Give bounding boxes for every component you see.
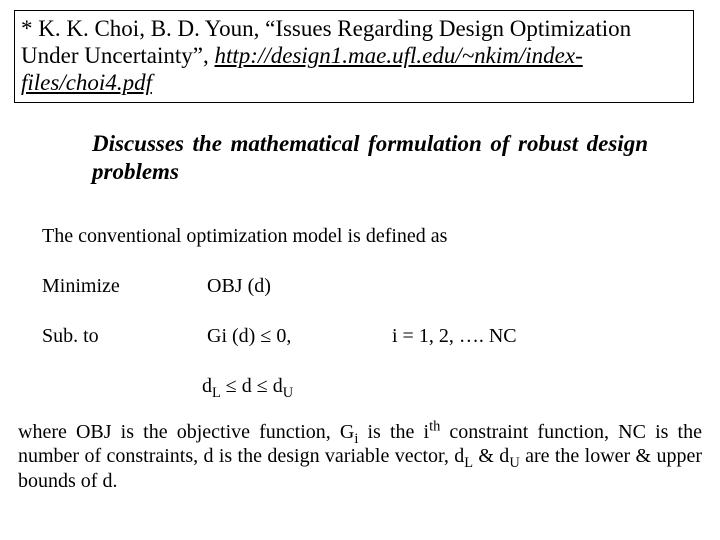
- dL-var: d: [202, 375, 212, 397]
- row-minimize: Minimize OBJ (d): [42, 275, 387, 298]
- exp-p4: & d: [473, 445, 509, 467]
- exp-p2: is the i: [358, 421, 429, 443]
- subto-expr: Gi (d) ≤ 0,: [207, 325, 387, 348]
- dU-var: d: [273, 375, 283, 397]
- subto-expr-post: 0,: [271, 325, 291, 347]
- subto-expr-pre: Gi (d): [207, 325, 260, 347]
- le-symbol-2b: ≤: [226, 375, 237, 397]
- le-symbol-3: ≤: [257, 375, 268, 397]
- exp-dU-sub: U: [509, 455, 519, 471]
- explanation-paragraph: where OBJ is the objective function, Gi …: [18, 420, 702, 493]
- d-mid: d: [242, 375, 257, 397]
- le-symbol-1: ≤: [260, 325, 271, 347]
- summary-text: Discusses the mathematical formulation o…: [92, 130, 648, 185]
- row-bounds: dL ≤ d ≤ dU: [202, 375, 293, 398]
- row-subject-to: Sub. to Gi (d) ≤ 0, i = 1, 2, …. NC: [42, 325, 517, 348]
- intro-line: The conventional optimization model is d…: [42, 225, 447, 248]
- subto-range: i = 1, 2, …. NC: [392, 325, 517, 348]
- exp-ith-sup: th: [429, 418, 440, 434]
- subto-label: Sub. to: [42, 325, 202, 348]
- citation-box: * K. K. Choi, B. D. Youn, “Issues Regard…: [14, 10, 694, 103]
- minimize-label: Minimize: [42, 275, 202, 298]
- exp-dL-sub: L: [464, 455, 473, 471]
- dU-sub: U: [283, 385, 293, 401]
- minimize-expr: OBJ (d): [207, 275, 387, 298]
- exp-p1: where OBJ is the objective function, G: [18, 421, 354, 443]
- dL-sub: L: [212, 385, 221, 401]
